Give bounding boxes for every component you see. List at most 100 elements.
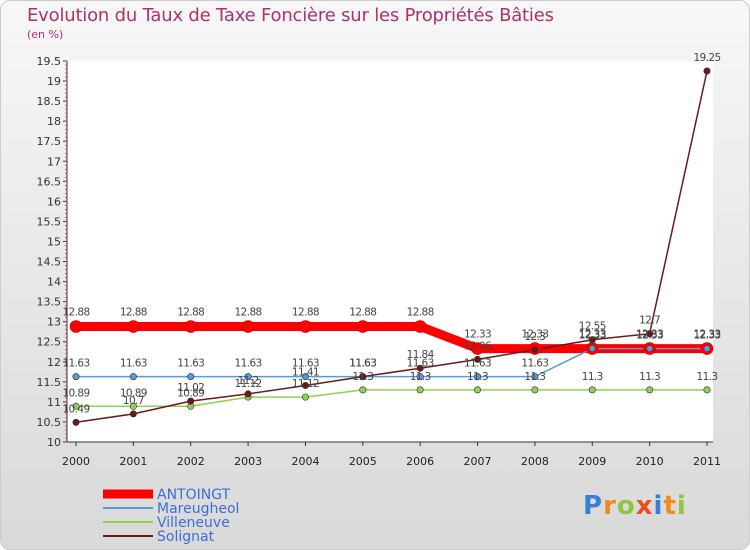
series-lines — [75, 70, 708, 424]
y-tick-label: 17 — [47, 155, 61, 168]
data-label: 11.12 — [292, 378, 319, 390]
legend-label: Mareugheol — [157, 501, 239, 517]
data-label: 19.25 — [693, 52, 720, 64]
data-point — [646, 330, 654, 338]
y-tick-label: 13 — [47, 316, 61, 329]
x-tick-label: 2001 — [119, 455, 147, 468]
data-point — [184, 320, 198, 333]
chart-title: Evolution du Taux de Taxe Foncière sur l… — [27, 5, 554, 26]
y-tick-label: 19 — [47, 75, 61, 88]
series-points — [69, 67, 714, 426]
y-tick-label: 16.5 — [37, 175, 62, 188]
series-line-solignat — [75, 70, 708, 424]
y-tick-label: 11 — [47, 396, 61, 409]
data-label: 12.33 — [464, 329, 491, 341]
x-axis: 2000 2001 2002 2003 2004 2005 2006 2007 2008 2009… — [62, 441, 721, 468]
data-label: 12.33 — [693, 329, 720, 341]
data-point — [588, 336, 596, 344]
data-label: 10.89 — [62, 387, 89, 399]
data-point — [356, 320, 370, 333]
plot-area — [67, 61, 713, 442]
data-label: 10.89 — [177, 387, 204, 399]
data-label: 10.7 — [123, 395, 144, 407]
x-tick-label: 2002 — [177, 455, 205, 468]
x-tick-label: 2003 — [234, 455, 262, 468]
data-label: 11.63 — [235, 358, 262, 370]
y-tick-label: 15 — [47, 235, 61, 248]
data-point — [703, 345, 711, 353]
series-line-villeneuve — [76, 389, 707, 408]
data-label: 11.63 — [349, 358, 376, 370]
data-point — [646, 345, 654, 353]
data-label: 12.33 — [636, 329, 663, 341]
y-tick-label: 14 — [47, 276, 61, 289]
data-point — [127, 320, 140, 333]
data-point — [359, 386, 367, 394]
data-label: 12.33 — [693, 330, 720, 342]
data-point — [72, 402, 80, 410]
data-label: 11.63 — [177, 358, 204, 370]
data-label: 11.63 — [464, 358, 491, 370]
y-tick-label: 19.5 — [37, 55, 62, 68]
data-point — [359, 373, 367, 381]
data-label: 11.63 — [120, 358, 147, 370]
y-unit-label: (en %) — [27, 28, 64, 41]
data-label: 11.63 — [62, 358, 89, 370]
data-point — [474, 373, 482, 381]
data-point — [646, 386, 654, 394]
data-point — [244, 373, 252, 381]
y-tick-label: 11.5 — [37, 376, 62, 389]
x-tick-label: 2004 — [291, 455, 319, 468]
data-point — [129, 402, 137, 410]
legend-label: Villeneuve — [157, 515, 230, 531]
data-point — [471, 342, 484, 355]
y-tick-label: 18 — [47, 115, 61, 128]
data-point — [72, 373, 80, 381]
data-label: 12.33 — [636, 330, 663, 342]
data-label: 11.3 — [352, 371, 373, 383]
data-point — [474, 355, 482, 363]
data-point — [531, 386, 539, 394]
data-label: 11.63 — [349, 358, 376, 370]
x-tick-label: 2007 — [464, 455, 492, 468]
data-label: 11.3 — [524, 371, 545, 383]
x-tick-label: 2005 — [349, 455, 377, 468]
data-label: 12.7 — [639, 315, 660, 327]
data-label: 12.88 — [349, 306, 376, 318]
data-point — [474, 386, 482, 394]
data-point — [129, 410, 137, 418]
data-label: 12.55 — [579, 321, 606, 333]
y-tick-label: 14.5 — [37, 256, 62, 269]
data-point — [244, 390, 252, 398]
y-tick-label: 10 — [47, 436, 61, 449]
plot-background — [67, 61, 713, 442]
data-label: 10.89 — [120, 387, 147, 399]
data-label: 12.33 — [521, 329, 548, 341]
data-point — [72, 418, 80, 426]
data-label: 12.88 — [235, 306, 262, 318]
data-label: 12.06 — [464, 340, 492, 352]
data-labels: 12.88 12.88 12.88 12.88 12.88 12.88 12.88 12.33… — [62, 52, 721, 415]
data-label: 10.49 — [62, 403, 89, 415]
y-tick-label: 15.5 — [37, 215, 62, 228]
data-label: 12.3 — [524, 331, 545, 343]
x-tick-label: 2000 — [62, 455, 90, 468]
data-point — [703, 67, 711, 75]
legend-label: ANTOINGT — [157, 487, 231, 503]
data-point — [588, 386, 596, 394]
data-point — [69, 320, 83, 333]
x-tick-label: 2006 — [406, 455, 434, 468]
data-label: 12.88 — [292, 306, 319, 318]
data-label: 11.12 — [235, 378, 262, 390]
data-point — [413, 320, 427, 333]
data-point — [588, 345, 596, 353]
data-label: 11.84 — [407, 349, 435, 361]
legend-label: Solignat — [157, 529, 215, 545]
data-point — [531, 373, 539, 381]
x-tick-label: 2010 — [636, 455, 664, 468]
data-label: 12.88 — [177, 306, 204, 318]
y-tick-label: 12.5 — [37, 336, 62, 349]
